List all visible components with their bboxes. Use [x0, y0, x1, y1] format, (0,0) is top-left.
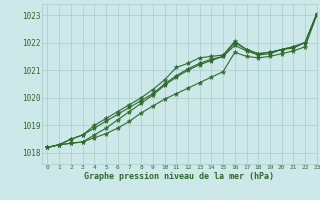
X-axis label: Graphe pression niveau de la mer (hPa): Graphe pression niveau de la mer (hPa)	[84, 172, 274, 181]
